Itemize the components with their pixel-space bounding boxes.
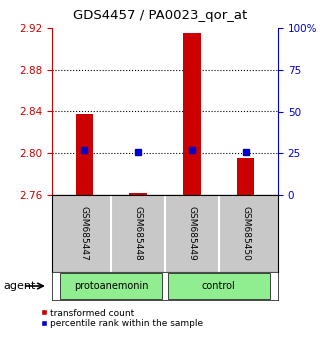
- Legend: transformed count, percentile rank within the sample: transformed count, percentile rank withi…: [41, 309, 204, 328]
- Text: GSM685449: GSM685449: [188, 206, 196, 261]
- Bar: [60, 273, 162, 299]
- Text: GDS4457 / PA0023_qor_at: GDS4457 / PA0023_qor_at: [73, 9, 247, 22]
- Bar: [183, 33, 201, 195]
- Bar: [76, 114, 93, 195]
- Text: GSM685450: GSM685450: [241, 206, 250, 261]
- Text: control: control: [202, 281, 236, 291]
- Text: GSM685447: GSM685447: [80, 206, 89, 261]
- Text: agent: agent: [3, 281, 36, 291]
- Text: GSM685448: GSM685448: [133, 206, 143, 261]
- Bar: [130, 193, 147, 195]
- Bar: [168, 273, 270, 299]
- Bar: [237, 159, 254, 195]
- Text: protoanemonin: protoanemonin: [74, 281, 148, 291]
